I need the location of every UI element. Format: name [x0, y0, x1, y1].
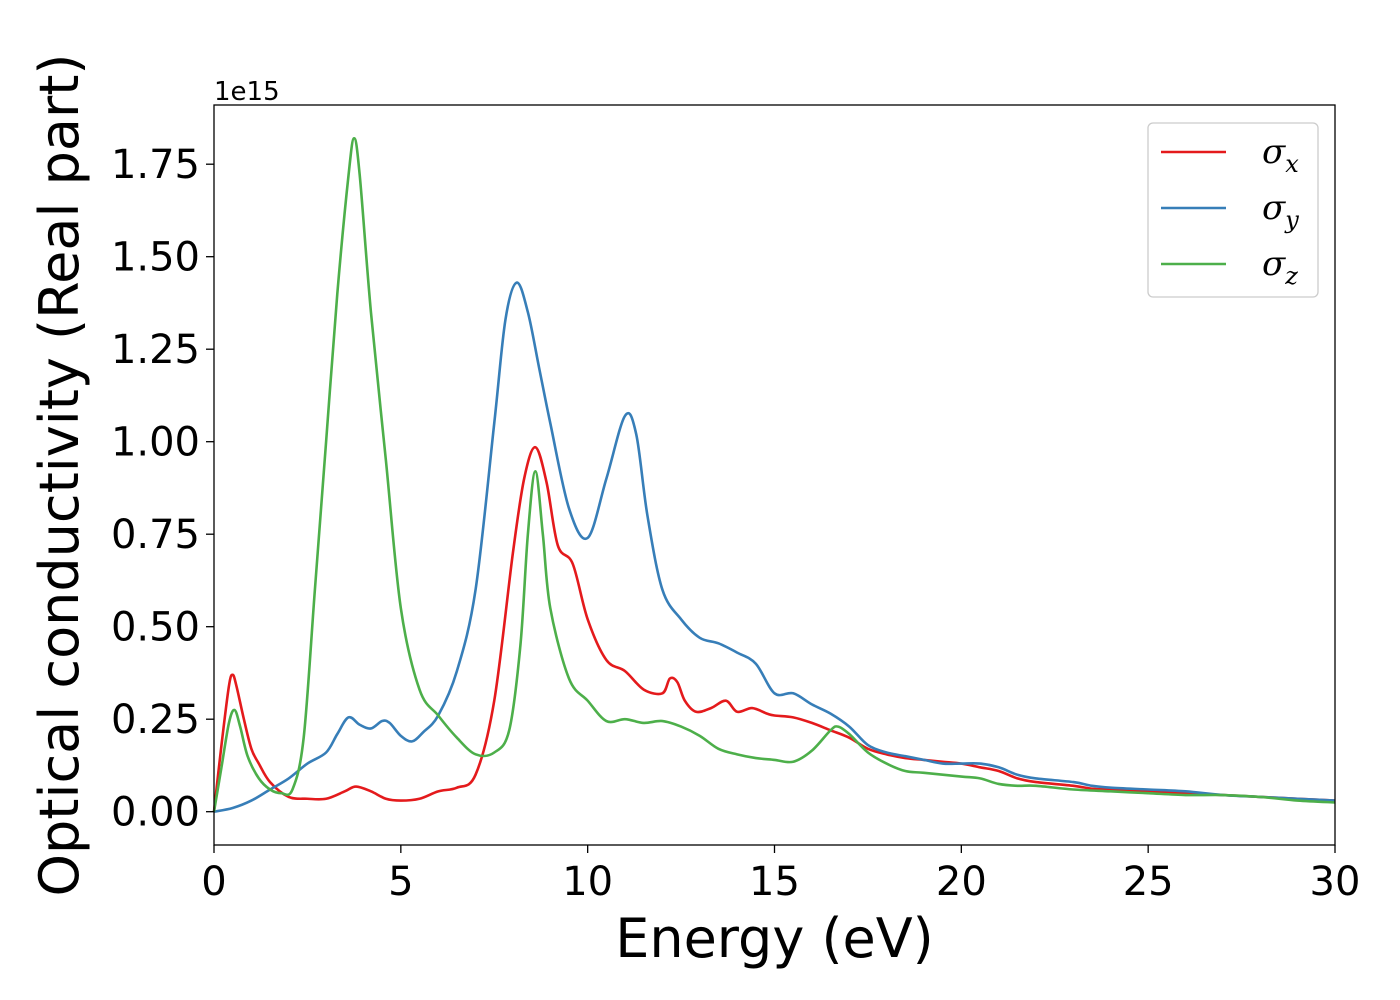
legend-label-sigma-y: σy [1262, 188, 1299, 234]
x-tick-label: 20 [936, 859, 987, 905]
y-tick-label: 1.50 [111, 235, 200, 281]
x-axis-label: Energy (eV) [615, 907, 934, 970]
series-layer [212, 137, 1336, 813]
x-tick-label: 10 [562, 859, 613, 905]
y-tick-label: 1.25 [111, 327, 200, 373]
y-axis-label: Optical conductivity (Real part) [28, 54, 91, 897]
y-tick-label: 1.00 [111, 420, 200, 466]
y-tick-label: 0.00 [111, 790, 200, 836]
series-line-sigma-y [213, 281, 1336, 813]
x-tick-label: 30 [1310, 859, 1361, 905]
y-axis: 0.00 0.25 0.50 0.75 1.00 1.25 1.50 1.75 [111, 142, 214, 836]
x-axis: 0 5 10 15 20 25 30 [201, 845, 1360, 905]
y-tick-label: 0.50 [111, 605, 200, 651]
y-tick-label: 1.75 [111, 142, 200, 188]
y-tick-label: 0.25 [111, 697, 200, 743]
x-tick-label: 0 [201, 859, 226, 905]
y-tick-label: 0.75 [111, 512, 200, 558]
series-line-sigma-z [212, 137, 1336, 812]
x-tick-label: 15 [749, 859, 800, 905]
series-line-sigma-x [212, 445, 1336, 812]
x-tick-label: 25 [1123, 859, 1174, 905]
legend-box [1147, 122, 1319, 298]
y-offset-label: 1e15 [214, 77, 280, 107]
x-tick-label: 5 [388, 859, 413, 905]
